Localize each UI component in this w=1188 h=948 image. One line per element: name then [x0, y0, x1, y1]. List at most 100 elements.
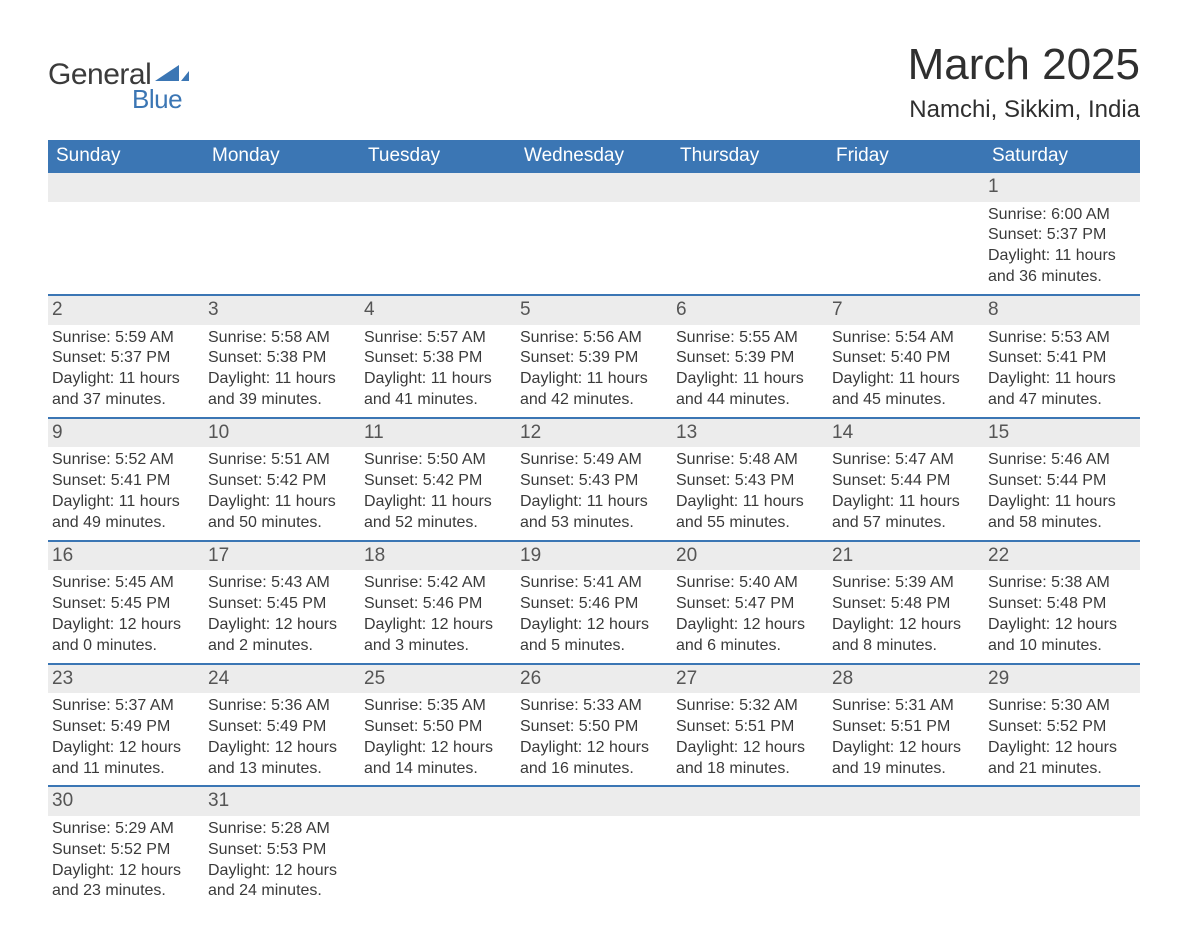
daynum-row: 23242526272829: [48, 664, 1140, 694]
day-detail-cell: Sunrise: 5:36 AMSunset: 5:49 PMDaylight:…: [204, 693, 360, 786]
day-detail-cell: Sunrise: 5:37 AMSunset: 5:49 PMDaylight:…: [48, 693, 204, 786]
day-detail-cell: Sunrise: 5:55 AMSunset: 5:39 PMDaylight:…: [672, 325, 828, 418]
sunrise-text: Sunrise: 5:40 AM: [676, 573, 824, 594]
sunset-text: Sunset: 5:47 PM: [676, 594, 824, 615]
day-detail-cell: Sunrise: 5:31 AMSunset: 5:51 PMDaylight:…: [828, 693, 984, 786]
sunrise-text: Sunrise: 5:45 AM: [52, 573, 200, 594]
day-detail-cell: Sunrise: 5:43 AMSunset: 5:45 PMDaylight:…: [204, 570, 360, 663]
daynum-row: 3031: [48, 786, 1140, 816]
location-subtitle: Namchi, Sikkim, India: [908, 96, 1140, 124]
sunrise-text: Sunrise: 5:37 AM: [52, 696, 200, 717]
day2-text: and 2 minutes.: [208, 636, 356, 657]
day-number: 21: [832, 545, 853, 566]
day-detail-cell: Sunrise: 5:53 AMSunset: 5:41 PMDaylight:…: [984, 325, 1140, 418]
sunrise-text: Sunrise: 5:38 AM: [988, 573, 1136, 594]
day-detail-cell: Sunrise: 5:33 AMSunset: 5:50 PMDaylight:…: [516, 693, 672, 786]
day-number: 26: [520, 668, 541, 689]
day-number-cell: [48, 173, 204, 202]
day-detail-cell: [360, 816, 516, 908]
day-detail-cell: Sunrise: 5:30 AMSunset: 5:52 PMDaylight:…: [984, 693, 1140, 786]
day1-text: Daylight: 11 hours: [676, 492, 824, 513]
sunset-text: Sunset: 5:52 PM: [988, 717, 1136, 738]
sunrise-text: Sunrise: 5:39 AM: [832, 573, 980, 594]
day-number-cell: 19: [516, 541, 672, 571]
day1-text: Daylight: 12 hours: [676, 738, 824, 759]
brand-name-sub: Blue: [132, 84, 182, 115]
sunrise-text: Sunrise: 5:31 AM: [832, 696, 980, 717]
day-number-cell: 13: [672, 418, 828, 448]
day-number: 24: [208, 668, 229, 689]
day-detail-cell: Sunrise: 5:42 AMSunset: 5:46 PMDaylight:…: [360, 570, 516, 663]
day1-text: Daylight: 12 hours: [832, 615, 980, 636]
day1-text: Daylight: 12 hours: [52, 738, 200, 759]
day-number-cell: 16: [48, 541, 204, 571]
day2-text: and 3 minutes.: [364, 636, 512, 657]
sunset-text: Sunset: 5:38 PM: [364, 348, 512, 369]
day-number: 19: [520, 545, 541, 566]
day-number-cell: 2: [48, 295, 204, 325]
day2-text: and 0 minutes.: [52, 636, 200, 657]
day-number: 15: [988, 422, 1009, 443]
day-detail-cell: Sunrise: 5:46 AMSunset: 5:44 PMDaylight:…: [984, 447, 1140, 540]
day1-text: Daylight: 12 hours: [988, 615, 1136, 636]
weekday-header: Wednesday: [516, 140, 672, 173]
sunrise-text: Sunrise: 5:57 AM: [364, 328, 512, 349]
day-detail-cell: Sunrise: 5:40 AMSunset: 5:47 PMDaylight:…: [672, 570, 828, 663]
day-detail-cell: Sunrise: 5:28 AMSunset: 5:53 PMDaylight:…: [204, 816, 360, 908]
day-number: 8: [988, 299, 999, 320]
day-number-cell: [672, 173, 828, 202]
day2-text: and 19 minutes.: [832, 759, 980, 780]
weekday-header: Thursday: [672, 140, 828, 173]
day-number: 4: [364, 299, 375, 320]
day-number: 17: [208, 545, 229, 566]
day2-text: and 23 minutes.: [52, 881, 200, 902]
day-detail-cell: [204, 202, 360, 295]
detail-row: Sunrise: 5:37 AMSunset: 5:49 PMDaylight:…: [48, 693, 1140, 786]
weekday-header: Saturday: [984, 140, 1140, 173]
day1-text: Daylight: 12 hours: [208, 738, 356, 759]
title-block: March 2025 Namchi, Sikkim, India: [908, 40, 1140, 124]
day-number-cell: 29: [984, 664, 1140, 694]
day-detail-cell: Sunrise: 5:39 AMSunset: 5:48 PMDaylight:…: [828, 570, 984, 663]
day2-text: and 41 minutes.: [364, 390, 512, 411]
sunrise-text: Sunrise: 5:33 AM: [520, 696, 668, 717]
sunrise-text: Sunrise: 5:52 AM: [52, 450, 200, 471]
day-number: 3: [208, 299, 219, 320]
day2-text: and 13 minutes.: [208, 759, 356, 780]
sunset-text: Sunset: 5:45 PM: [52, 594, 200, 615]
sunrise-text: Sunrise: 5:35 AM: [364, 696, 512, 717]
sunset-text: Sunset: 5:43 PM: [520, 471, 668, 492]
sunset-text: Sunset: 5:38 PM: [208, 348, 356, 369]
sunrise-text: Sunrise: 5:29 AM: [52, 819, 200, 840]
day1-text: Daylight: 11 hours: [988, 246, 1136, 267]
sunrise-text: Sunrise: 5:47 AM: [832, 450, 980, 471]
day2-text: and 18 minutes.: [676, 759, 824, 780]
weekday-header: Tuesday: [360, 140, 516, 173]
sunset-text: Sunset: 5:44 PM: [988, 471, 1136, 492]
day2-text: and 49 minutes.: [52, 513, 200, 534]
day-detail-cell: Sunrise: 5:35 AMSunset: 5:50 PMDaylight:…: [360, 693, 516, 786]
day-number-cell: 3: [204, 295, 360, 325]
sunset-text: Sunset: 5:50 PM: [520, 717, 668, 738]
day1-text: Daylight: 12 hours: [208, 861, 356, 882]
sunrise-text: Sunrise: 5:42 AM: [364, 573, 512, 594]
daynum-row: 16171819202122: [48, 541, 1140, 571]
day1-text: Daylight: 12 hours: [52, 615, 200, 636]
day1-text: Daylight: 12 hours: [520, 615, 668, 636]
day-detail-cell: [516, 202, 672, 295]
day1-text: Daylight: 12 hours: [676, 615, 824, 636]
page-title: March 2025: [908, 40, 1140, 90]
day1-text: Daylight: 12 hours: [52, 861, 200, 882]
day2-text: and 58 minutes.: [988, 513, 1136, 534]
day-number-cell: 28: [828, 664, 984, 694]
weekday-header: Sunday: [48, 140, 204, 173]
sunrise-text: Sunrise: 5:54 AM: [832, 328, 980, 349]
day-number-cell: 30: [48, 786, 204, 816]
day-detail-cell: Sunrise: 5:54 AMSunset: 5:40 PMDaylight:…: [828, 325, 984, 418]
sunset-text: Sunset: 5:39 PM: [520, 348, 668, 369]
day-number: 16: [52, 545, 73, 566]
day-detail-cell: Sunrise: 5:38 AMSunset: 5:48 PMDaylight:…: [984, 570, 1140, 663]
sunset-text: Sunset: 5:52 PM: [52, 840, 200, 861]
sunrise-text: Sunrise: 5:53 AM: [988, 328, 1136, 349]
day2-text: and 42 minutes.: [520, 390, 668, 411]
